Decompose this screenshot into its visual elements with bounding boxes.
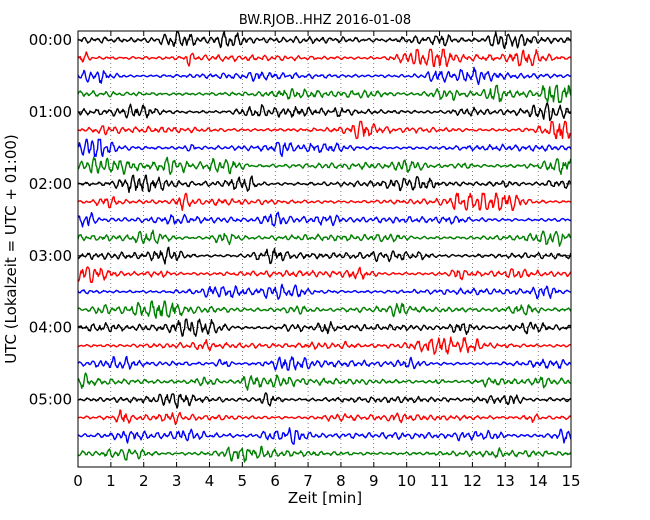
- x-tick-label: 5: [238, 472, 248, 490]
- grid-lines: [78, 31, 571, 467]
- x-tick-label: 13: [496, 472, 515, 490]
- y-tick-label: 03:00: [29, 247, 72, 265]
- x-tick-label: 8: [336, 472, 346, 490]
- x-tick-label: 2: [139, 472, 149, 490]
- trace-row-0: [77, 30, 572, 50]
- x-axis-ticks: 0 1 2 3 4 5 6 7 8 9 10 11 12 13 14 15: [73, 31, 581, 490]
- trace-row-21: [77, 409, 572, 426]
- trace-row-12: [77, 246, 572, 265]
- x-tick-label: 7: [303, 472, 313, 490]
- trace-row-15: [77, 300, 572, 319]
- trace-row-3: [77, 84, 572, 104]
- trace-row-13: [77, 266, 572, 283]
- x-tick-label: 10: [397, 472, 416, 490]
- x-axis-label: Zeit [min]: [288, 489, 362, 507]
- x-tick-label: 12: [463, 472, 482, 490]
- plot-area-frame: [77, 30, 572, 468]
- y-axis-label: UTC (Lokalzeit = UTC + 01:00): [2, 134, 20, 364]
- trace-row-18: [77, 355, 572, 371]
- x-tick-label: 0: [73, 472, 83, 490]
- trace-row-16: [77, 318, 572, 337]
- x-tick-label: 11: [430, 472, 449, 490]
- trace-row-10: [77, 211, 572, 228]
- x-tick-label: 6: [270, 472, 280, 490]
- trace-row-23: [77, 445, 572, 463]
- x-tick-label: 4: [205, 472, 215, 490]
- seismogram-traces: [77, 30, 572, 463]
- trace-row-14: [77, 283, 571, 300]
- trace-row-5: [77, 120, 571, 140]
- trace-row-17: [77, 336, 571, 355]
- y-tick-label: 01:00: [29, 103, 72, 121]
- x-tick-label: 3: [172, 472, 182, 490]
- x-tick-label: 15: [561, 472, 580, 490]
- trace-row-1: [77, 48, 572, 68]
- trace-row-4: [77, 102, 572, 122]
- trace-row-22: [77, 427, 572, 445]
- trace-row-8: [77, 174, 572, 194]
- trace-row-20: [77, 392, 572, 409]
- x-tick-label: 14: [529, 472, 548, 490]
- y-tick-label: 00:00: [29, 31, 72, 49]
- y-axis-ticks: 00:00 01:00 02:00 03:00 04:00 05:00: [29, 31, 571, 409]
- x-tick-label: 1: [106, 472, 116, 490]
- trace-row-6: [77, 138, 572, 158]
- chart-title: BW.RJOB..HHZ 2016-01-08: [239, 13, 411, 28]
- trace-row-11: [77, 229, 572, 247]
- y-tick-label: 04:00: [29, 319, 72, 337]
- trace-row-2: [77, 66, 571, 86]
- y-tick-label: 05:00: [29, 391, 72, 409]
- x-tick-label: 9: [369, 472, 379, 490]
- trace-row-7: [77, 156, 572, 176]
- trace-row-19: [77, 372, 572, 391]
- trace-row-9: [77, 192, 572, 212]
- y-tick-label: 02:00: [29, 175, 72, 193]
